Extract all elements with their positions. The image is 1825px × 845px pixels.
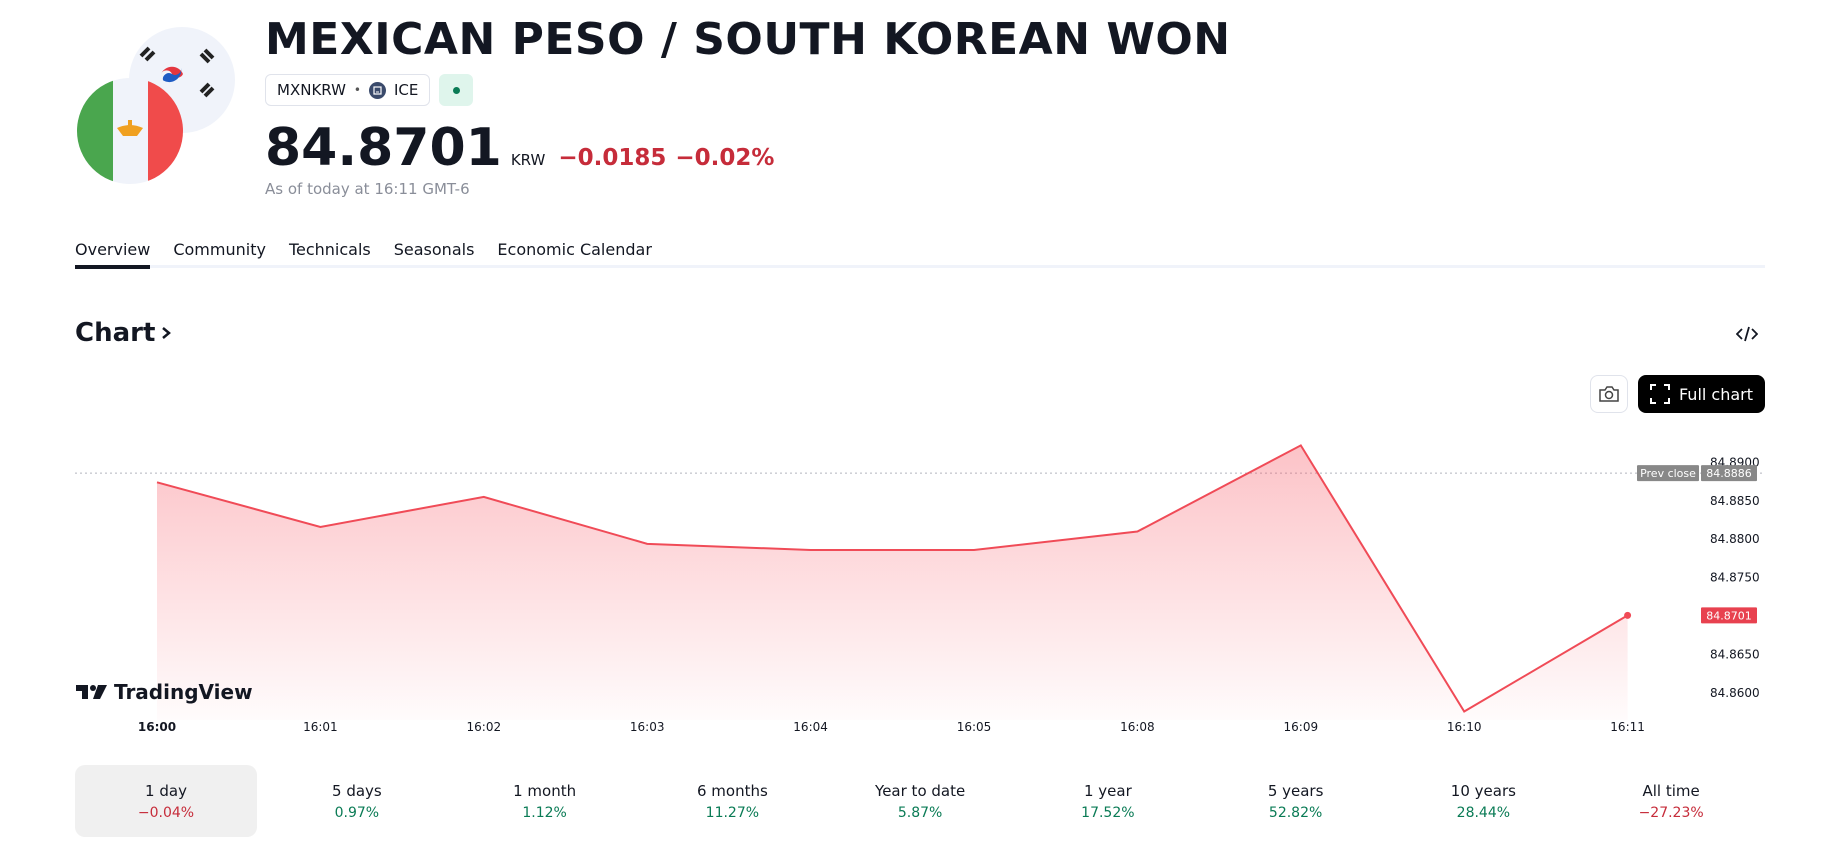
period-change: 5.87% (897, 804, 943, 821)
tab-community[interactable]: Community (173, 240, 266, 259)
full-chart-button[interactable]: Full chart (1638, 375, 1765, 413)
camera-icon (1599, 386, 1619, 402)
x-tick-label: 16:05 (957, 720, 992, 734)
last-value-badge: 84.8701 (1701, 607, 1757, 624)
prev-close-label-bg (1637, 465, 1699, 482)
y-tick-label: 84.8850 (1710, 494, 1760, 508)
price-line (156, 444, 1629, 713)
x-tick-label: 16:09 (1284, 720, 1319, 734)
period-1-month[interactable]: 1 month 1.12% (451, 765, 639, 837)
y-tick-label: 84.8650 (1710, 648, 1760, 662)
tradingview-logo[interactable]: TradingView (76, 680, 253, 704)
chevron-right-icon (162, 327, 172, 339)
last-price: 84.8701 (265, 118, 502, 178)
y-tick-label: 84.8800 (1710, 532, 1760, 546)
price-currency: KRW (510, 151, 546, 169)
symbol-exchange-badge[interactable]: MXNKRW • ICE (265, 74, 431, 106)
exchange-label: ICE (394, 81, 419, 99)
price-row: 84.8701 KRW −0.0185 −0.02% (265, 118, 774, 178)
prev-close-badge: Prev close 84.8886 (1637, 465, 1757, 482)
x-tick-label: 16:10 (1447, 720, 1482, 734)
tradingview-brand: TradingView (114, 680, 253, 704)
last-value-bg (1701, 607, 1757, 624)
tabs-divider (75, 265, 1765, 268)
period-label: 10 years (1450, 781, 1516, 800)
period-5-days[interactable]: 5 days 0.97% (263, 765, 451, 837)
tab-seasonals[interactable]: Seasonals (393, 240, 475, 259)
prev-close-value-bg (1701, 465, 1757, 482)
period-1-year[interactable]: 1 year 17.52% (1014, 765, 1202, 837)
tab-economic-calendar[interactable]: Economic Calendar (497, 240, 652, 259)
x-tick-label: 16:08 (1120, 720, 1155, 734)
symbol-label: MXNKRW (277, 81, 346, 99)
tradingview-logo-icon (76, 685, 107, 699)
snapshot-button[interactable] (1590, 375, 1628, 413)
period-year-to-date[interactable]: Year to date 5.87% (826, 765, 1014, 837)
market-status-badge[interactable] (439, 74, 474, 106)
as-of-timestamp: As of today at 16:11 GMT-6 (265, 180, 470, 198)
exchange-icon (369, 81, 386, 99)
prev-close-value: 84.8886 (1706, 467, 1752, 480)
x-tick-label: 16:00 (138, 720, 176, 734)
period-label: 5 days (332, 781, 382, 800)
period-label: 1 day (145, 781, 187, 800)
full-chart-label: Full chart (1678, 384, 1754, 404)
code-icon (1736, 326, 1758, 342)
price-chart[interactable]: 16:00 16:01 16:02 16:03 16:04 16:05 16:08 16:09… (0, 420, 1825, 740)
price-point (1624, 611, 1632, 619)
page-title: MEXICAN PESO / SOUTH KOREAN WON (265, 14, 1231, 65)
period-label: Year to date (875, 781, 966, 800)
x-tick-label: 16:02 (467, 720, 502, 734)
period-label: 6 months (696, 781, 768, 800)
embed-code-button[interactable] (1732, 320, 1762, 348)
mxn-krw-flags-logo (77, 27, 235, 184)
symbol-badges: MXNKRW • ICE (265, 74, 474, 106)
y-tick-label: 84.8750 (1710, 571, 1760, 585)
price-change: −0.0185 (558, 145, 667, 171)
period-change: 11.27% (705, 804, 760, 821)
performance-periods: 1 day −0.04% 5 days 0.97% 1 month 1.12% 6 mont… (75, 765, 1765, 837)
market-open-dot-icon (452, 86, 460, 94)
x-tick-label: 16:01 (303, 720, 338, 734)
period-6-months[interactable]: 6 months 11.27% (639, 765, 827, 837)
period-change: −27.23% (1638, 804, 1704, 821)
price-change-percent: −0.02% (675, 145, 775, 171)
chart-heading-label: Chart (75, 318, 156, 348)
y-tick-label: 84.8600 (1710, 686, 1760, 700)
chart-section-heading[interactable]: Chart (75, 318, 173, 348)
symbol-tabs: Overview Community Technicals Seasonals … (75, 240, 652, 269)
period-label: 5 years (1267, 781, 1324, 800)
period-all-time[interactable]: All time −27.23% (1577, 765, 1765, 837)
period-5-years[interactable]: 5 years 52.82% (1202, 765, 1390, 837)
period-label: 1 month (513, 781, 577, 800)
period-10-years[interactable]: 10 years 28.44% (1390, 765, 1578, 837)
tab-technicals[interactable]: Technicals (288, 240, 371, 259)
period-1-day[interactable]: 1 day −0.04% (75, 765, 257, 837)
period-change: 0.97% (334, 804, 380, 821)
x-tick-label: 16:04 (793, 720, 828, 734)
last-value-label: 84.8701 (1706, 609, 1752, 622)
x-tick-label: 16:03 (630, 720, 665, 734)
period-change: −0.04% (137, 804, 195, 821)
period-label: All time (1642, 781, 1700, 800)
separator-dot: • (353, 83, 361, 97)
period-change: 52.82% (1268, 804, 1323, 821)
period-change: 28.44% (1456, 804, 1511, 821)
prev-close-label: Prev close (1640, 467, 1696, 480)
period-label: 1 year (1083, 781, 1132, 800)
x-tick-label: 16:11 (1610, 720, 1645, 734)
price-area (157, 445, 1628, 720)
tab-overview[interactable]: Overview (75, 240, 151, 269)
period-change: 1.12% (522, 804, 567, 821)
fullscreen-icon (1649, 384, 1670, 404)
period-change: 17.52% (1081, 804, 1135, 821)
